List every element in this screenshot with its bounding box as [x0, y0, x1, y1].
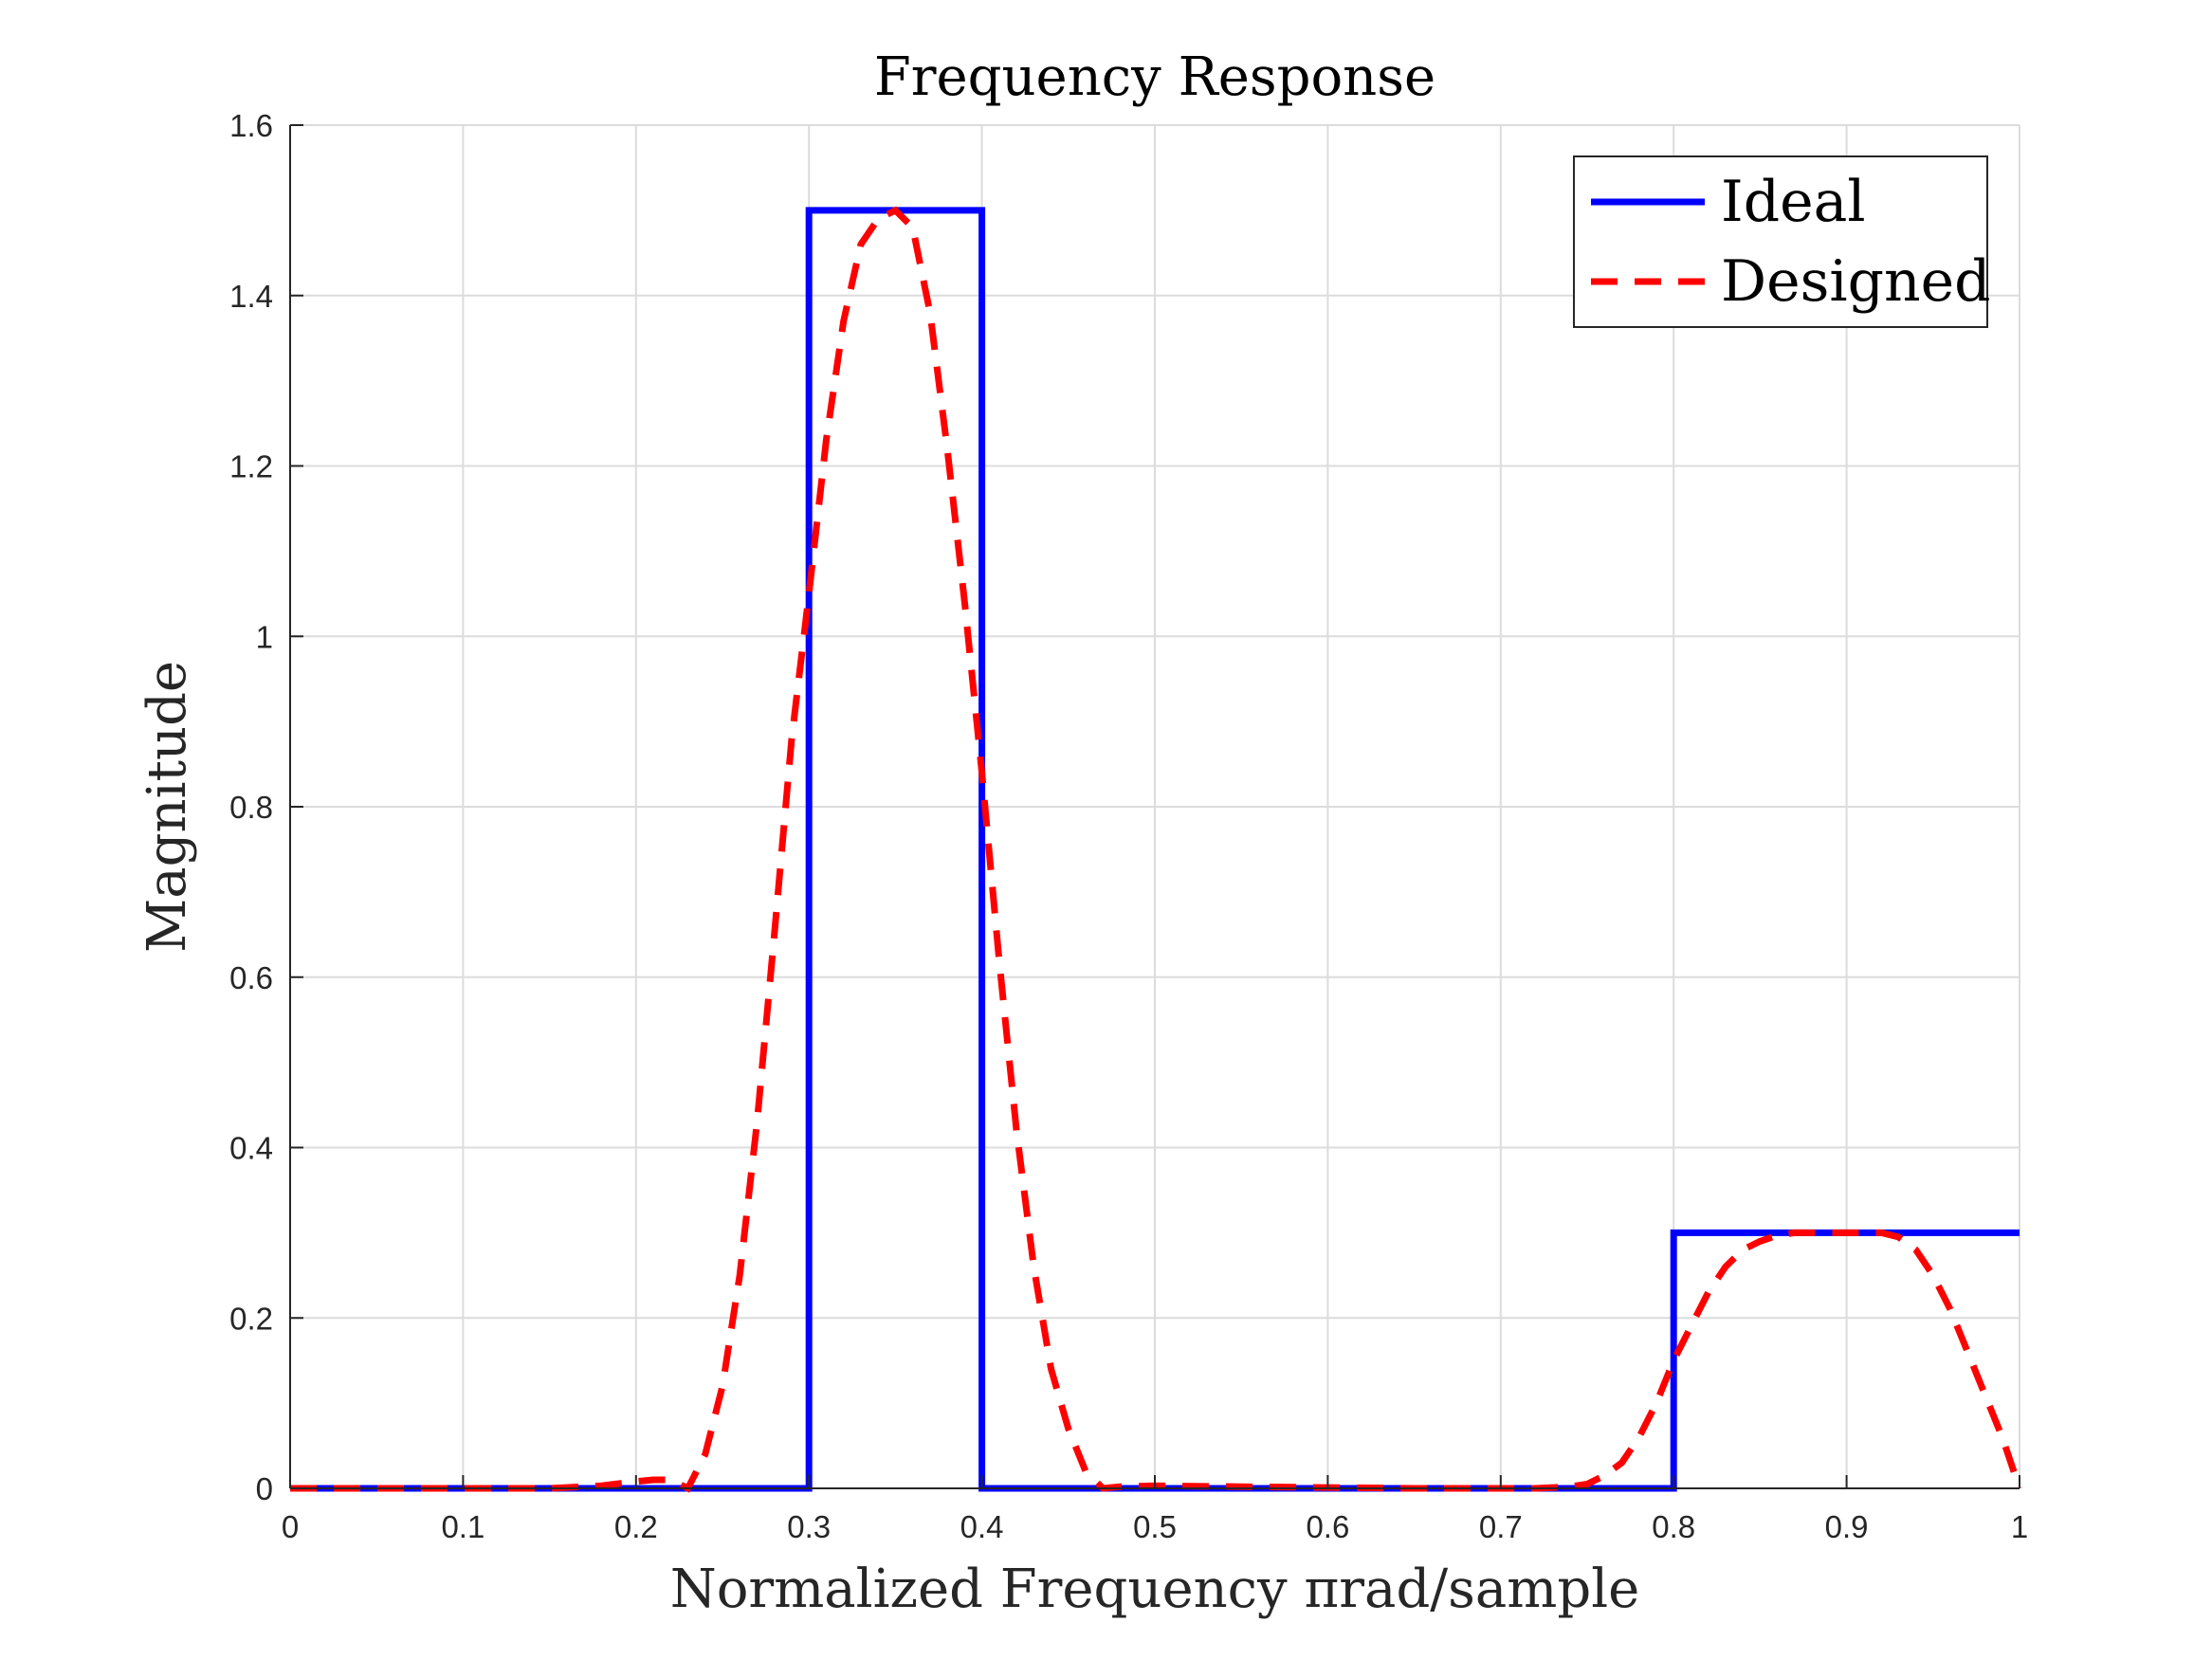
y-tick-label: 1.6	[229, 108, 273, 143]
x-tick-label: 0.8	[1652, 1509, 1695, 1544]
legend-label-designed: Designed	[1721, 248, 1991, 315]
x-tick-label: 0.3	[787, 1509, 831, 1544]
x-tick-label: 0.7	[1479, 1509, 1523, 1544]
legend-label-ideal: Ideal	[1721, 169, 1866, 235]
y-tick-label: 1	[256, 619, 273, 654]
chart-title: Frequency Response	[874, 46, 1435, 108]
axes	[289, 124, 2020, 1489]
x-tick-label: 0.5	[1133, 1509, 1177, 1544]
x-tick-label: 0.1	[441, 1509, 484, 1544]
plot-lines	[290, 206, 2023, 1493]
y-tick-label: 0.4	[229, 1131, 273, 1166]
y-tick-label: 0.8	[229, 790, 273, 825]
tick-labels: 0 0.1 0.2 0.3 0.4 0.5 0.6 0.7 0.8 0.9 1 0 0.2 0.4 0.6 0…	[229, 108, 2028, 1544]
y-tick-label: 1.4	[229, 279, 273, 314]
legend: Ideal Designed	[1573, 155, 1991, 328]
y-axis-title: Magnitude	[137, 661, 198, 953]
x-tick-label: 0.6	[1306, 1509, 1349, 1544]
y-tick-label: 1.2	[229, 449, 273, 484]
x-tick-label: 0.2	[614, 1509, 658, 1544]
series-line-ideal	[290, 207, 2020, 1492]
series-line-designed	[290, 206, 2023, 1493]
x-tick-label: 1	[2011, 1509, 2028, 1544]
legend-box	[1573, 155, 1988, 328]
y-tick-label: 0	[256, 1471, 273, 1506]
y-tick-label: 0.6	[229, 960, 273, 995]
x-tick-label: 0.4	[960, 1509, 1004, 1544]
x-axis-title: Normalized Frequency πrad/sample	[670, 1559, 1640, 1620]
x-tick-label: 0.9	[1825, 1509, 1869, 1544]
y-tick-label: 0.2	[229, 1301, 273, 1336]
x-tick-label: 0	[282, 1509, 299, 1544]
